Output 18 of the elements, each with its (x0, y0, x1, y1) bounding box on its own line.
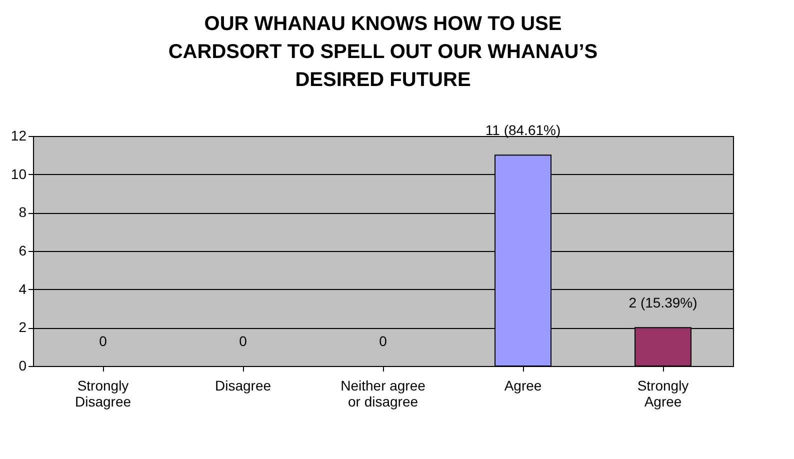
chart-title: OUR WHANAU KNOWS HOW TO USE CARDSORT TO SPELL OUT OUR WHANAU’S DESIRED FUTURE (168, 13, 598, 92)
data-label: 0 (379, 333, 388, 349)
x-tick-label: Agree (504, 378, 542, 394)
y-tick-label: 10 (10, 166, 27, 182)
data-label: 11 (84.61%) (485, 122, 561, 138)
y-tick-label: 8 (18, 204, 27, 220)
x-tick-label: Strongly Agree (637, 378, 689, 410)
data-label: 0 (239, 333, 248, 349)
y-tick-label: 0 (18, 358, 27, 374)
y-tick-label: 6 (18, 242, 27, 258)
y-tick-label: 2 (18, 319, 27, 336)
x-tick-label: Neither agree or disagree (340, 378, 426, 410)
data-label: 2 (15.39%) (628, 294, 698, 311)
y-tick-label: 12 (10, 128, 27, 144)
x-tick-label: Strongly Disagree (74, 378, 132, 410)
x-tick-label: Disagree (214, 378, 272, 394)
data-label: 0 (99, 333, 108, 349)
y-tick-label: 4 (18, 280, 27, 297)
